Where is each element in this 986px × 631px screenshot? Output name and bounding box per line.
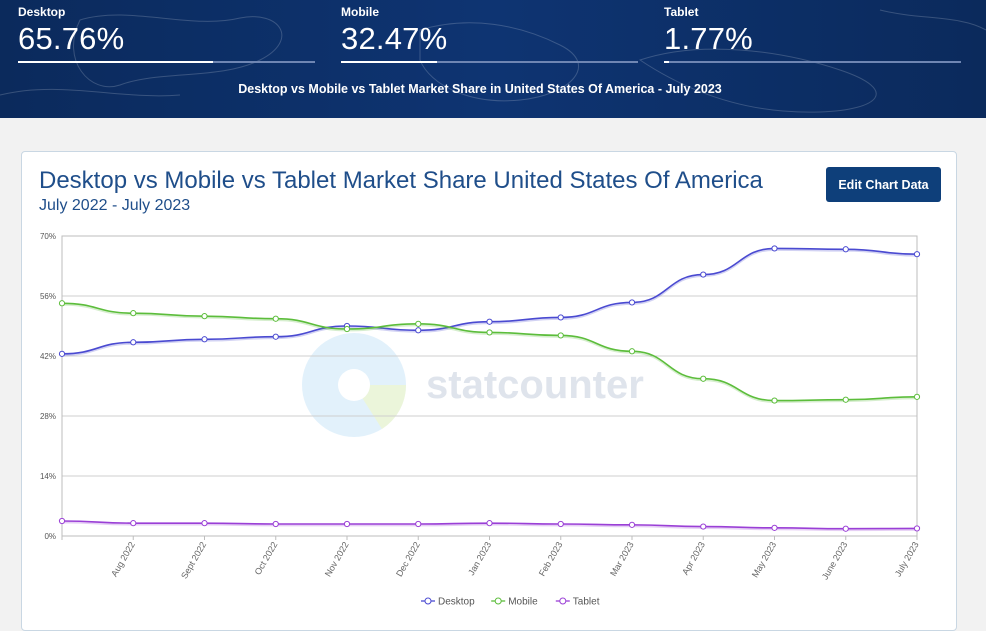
desktop-data-point (700, 271, 707, 278)
stat-mobile: Mobile 32.47% (341, 4, 638, 63)
stat-mobile-label: Mobile (341, 5, 379, 19)
y-tick-label: 28% (40, 412, 56, 421)
world-map-background (0, 9, 986, 113)
legend-desktop-marker-icon (424, 597, 432, 605)
stat-mobile-value: 32.47% (341, 21, 448, 56)
x-tick-label: Nov 2022 (323, 540, 351, 578)
stat-desktop: Desktop 65.76% (18, 4, 315, 63)
desktop-data-point (913, 251, 921, 258)
chart-subtitle: July 2022 - July 2023 (39, 197, 191, 214)
edit-chart-data-button[interactable]: Edit Chart Data (826, 167, 941, 202)
chart-card: Desktop vs Mobile vs Tablet Market Share… (21, 151, 957, 631)
mobile-data-point (201, 313, 208, 320)
tablet-data-point (557, 520, 564, 528)
desktop-data-point (415, 327, 422, 334)
mobile-data-point (486, 329, 493, 336)
y-tick-label: 42% (40, 352, 56, 361)
tablet-data-point (771, 524, 778, 531)
x-tick-label: Oct 2022 (253, 540, 280, 577)
legend-mobile-marker-icon (494, 597, 502, 605)
tablet-data-point (415, 520, 422, 528)
stat-mobile-bar-fill (341, 61, 438, 63)
mobile-data-point (343, 325, 351, 333)
x-tick-label: July 2023 (893, 540, 921, 578)
mobile-data-point (842, 396, 849, 403)
tablet-data-point (201, 520, 208, 527)
desktop-data-point (628, 299, 636, 306)
stat-tablet: Tablet 1.77% (664, 4, 961, 63)
y-tick-label: 56% (40, 292, 56, 301)
mobile-data-point (771, 397, 778, 404)
mobile-data-point (58, 300, 66, 307)
watermark-logo-hole-icon (338, 369, 370, 401)
stat-tablet-bar (664, 61, 961, 63)
desktop-data-point (201, 336, 208, 343)
desktop-series-line (61, 247, 918, 355)
stat-tablet-bar-fill (664, 61, 670, 63)
tablet-data-point (913, 525, 921, 532)
mobile-data-point (557, 332, 564, 339)
tablet-data-point (700, 523, 707, 530)
chart-title: Desktop vs Mobile vs Tablet Market Share… (39, 167, 763, 194)
line-chart: statcounter 0% 14% 28% 42% 56% 70% Aug 2022 Sept… (40, 232, 921, 608)
tablet-data-point (486, 520, 493, 527)
x-tick-label: May 2023 (750, 540, 778, 579)
desktop-data-point (771, 245, 778, 252)
legend-tablet-marker-icon (559, 597, 567, 605)
watermark-text: statcounter (426, 363, 644, 407)
desktop-data-point (272, 333, 279, 340)
stat-desktop-bar (18, 61, 315, 63)
tablet-data-point (842, 525, 849, 532)
tablet-data-point (58, 517, 66, 525)
mobile-data-point (913, 393, 921, 400)
x-tick-label: Feb 2023 (537, 540, 565, 578)
stat-tablet-label: Tablet (664, 5, 699, 19)
stat-desktop-bar-fill (18, 61, 214, 63)
stat-tablet-value: 1.77% (664, 21, 753, 56)
x-tick-label: Dec 2022 (394, 540, 422, 578)
y-tick-label: 0% (44, 532, 56, 541)
x-tick-label: Aug 2022 (109, 540, 137, 578)
tablet-data-point (130, 520, 137, 527)
x-tick-label: Sept 2022 (179, 540, 208, 581)
hero-banner: Desktop 65.76% Mobile 32.47% Tablet 1.77… (0, 0, 986, 118)
y-tick-label: 14% (40, 472, 56, 481)
legend-tablet-label[interactable]: Tablet (573, 597, 600, 608)
mobile-data-point (272, 315, 279, 322)
stat-desktop-value: 65.76% (18, 21, 125, 56)
mobile-data-point (700, 375, 707, 382)
hero-caption: Desktop vs Mobile vs Tablet Market Share… (238, 82, 722, 96)
watermark-logo-slice-icon (354, 385, 407, 429)
mobile-data-point (415, 320, 422, 327)
desktop-data-point (130, 339, 137, 346)
desktop-data-point (842, 246, 849, 253)
tablet-data-point (343, 520, 351, 528)
desktop-data-point (486, 318, 493, 325)
stat-mobile-bar (341, 61, 638, 63)
desktop-data-point (58, 350, 66, 357)
stat-desktop-label: Desktop (18, 5, 66, 19)
y-tick-label: 70% (40, 232, 56, 241)
x-tick-label: June 2023 (820, 540, 850, 581)
mobile-data-point (130, 310, 137, 317)
tablet-data-point (272, 520, 279, 528)
x-tick-label: Mar 2023 (608, 540, 636, 578)
legend-desktop-label[interactable]: Desktop (438, 597, 475, 608)
mobile-data-point (628, 348, 636, 355)
desktop-data-point (557, 314, 564, 321)
tablet-data-point (628, 521, 636, 528)
x-tick-label: Jan 2023 (466, 540, 493, 577)
x-tick-label: Apr 2023 (680, 540, 707, 577)
legend-mobile-label[interactable]: Mobile (508, 597, 538, 608)
